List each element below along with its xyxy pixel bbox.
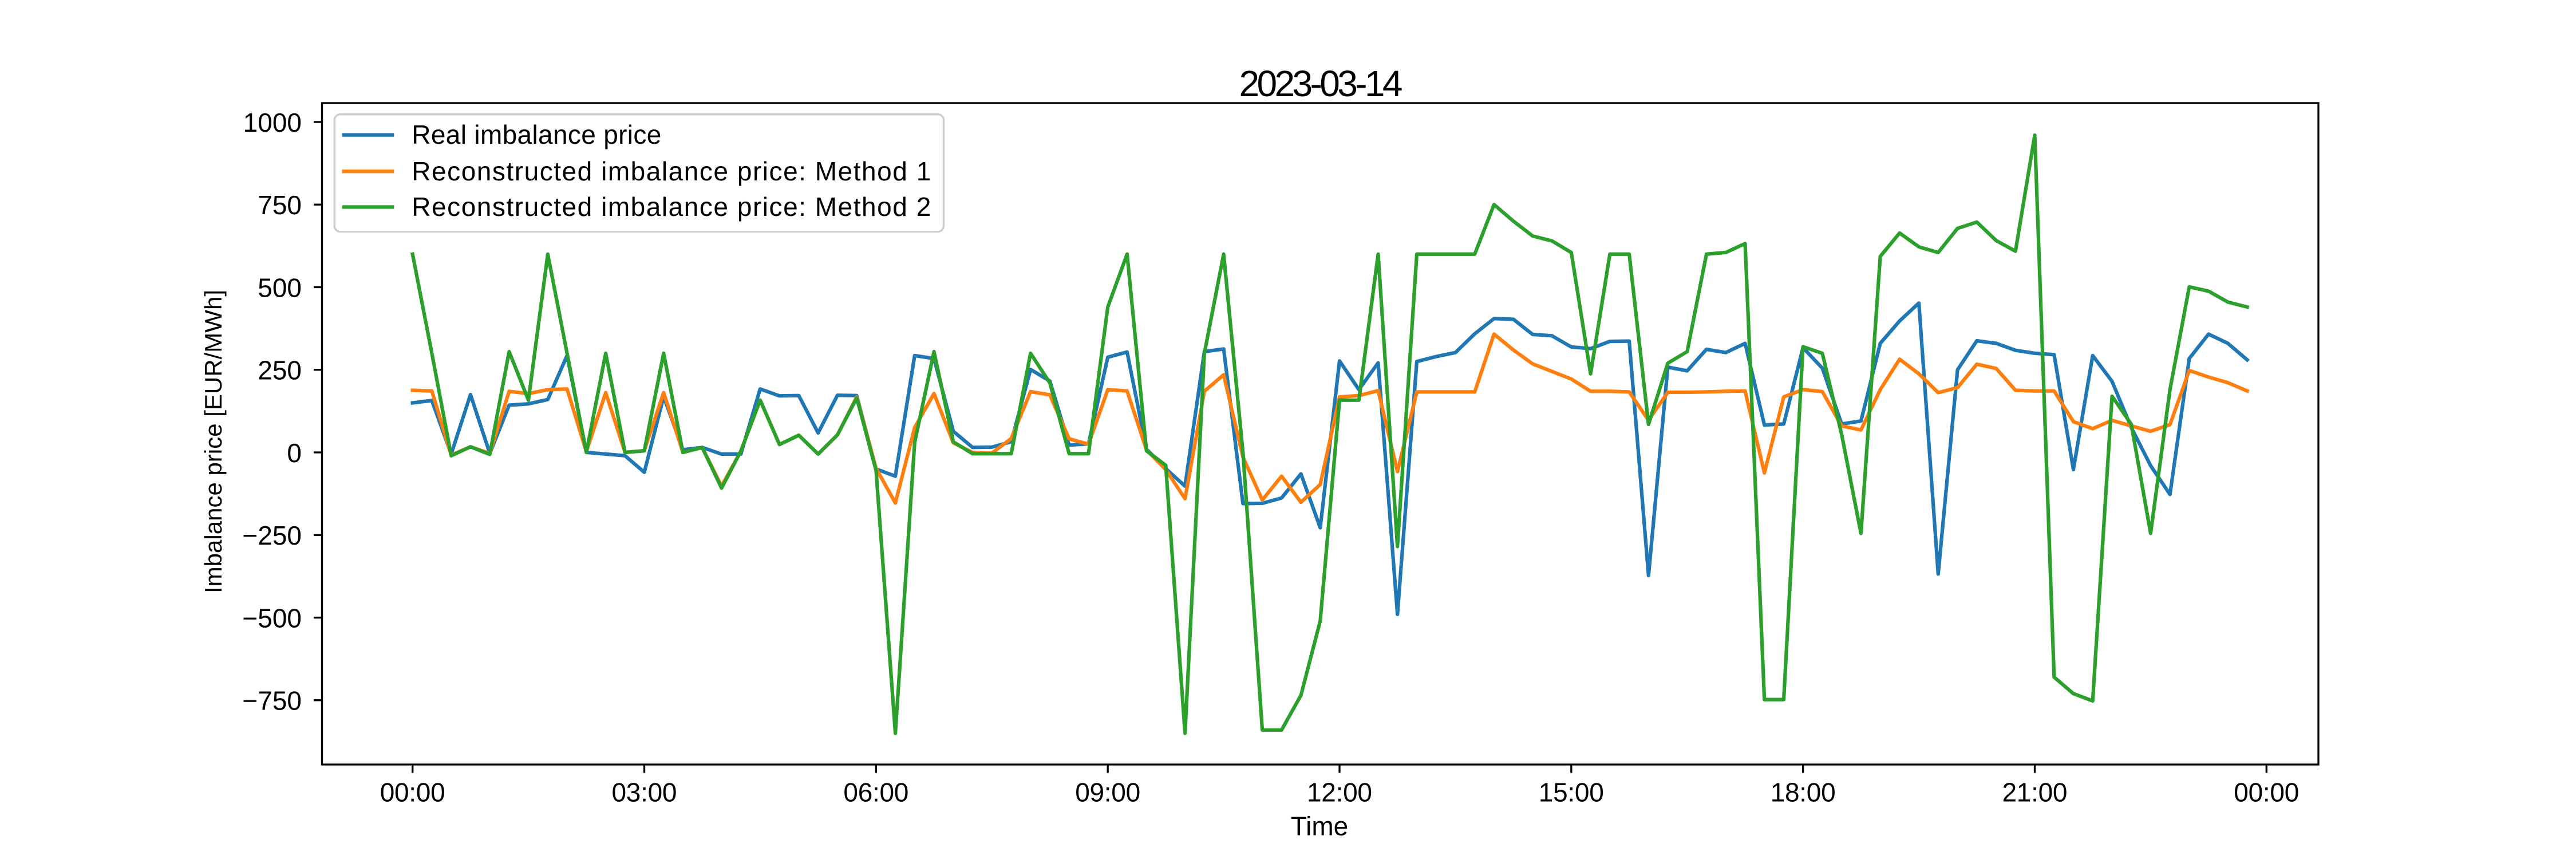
svg-text:1000: 1000 bbox=[243, 108, 302, 137]
svg-text:12:00: 12:00 bbox=[1307, 777, 1372, 807]
svg-text:09:00: 09:00 bbox=[1075, 777, 1140, 807]
svg-text:250: 250 bbox=[258, 356, 302, 385]
svg-text:00:00: 00:00 bbox=[380, 777, 445, 807]
svg-text:03:00: 03:00 bbox=[612, 777, 677, 807]
svg-text:0: 0 bbox=[287, 438, 302, 468]
svg-text:Real imbalance price: Real imbalance price bbox=[412, 120, 661, 149]
svg-text:Reconstructed imbalance price:: Reconstructed imbalance price: Method 2 bbox=[412, 192, 931, 222]
svg-text:15:00: 15:00 bbox=[1539, 777, 1604, 807]
svg-text:18:00: 18:00 bbox=[1771, 777, 1836, 807]
svg-text:00:00: 00:00 bbox=[2234, 777, 2299, 807]
svg-text:Time: Time bbox=[1291, 811, 1349, 841]
svg-text:21:00: 21:00 bbox=[2002, 777, 2068, 807]
svg-text:06:00: 06:00 bbox=[843, 777, 908, 807]
svg-text:−250: −250 bbox=[242, 521, 302, 550]
svg-text:Imbalance price [EUR/MWh]: Imbalance price [EUR/MWh] bbox=[200, 290, 227, 593]
svg-text:Reconstructed imbalance price:: Reconstructed imbalance price: Method 1 bbox=[412, 156, 931, 186]
svg-text:−500: −500 bbox=[242, 603, 302, 633]
svg-text:−750: −750 bbox=[242, 686, 302, 716]
svg-text:500: 500 bbox=[258, 273, 302, 302]
svg-text:2023-03-14: 2023-03-14 bbox=[1239, 63, 1403, 104]
svg-text:750: 750 bbox=[258, 190, 302, 220]
